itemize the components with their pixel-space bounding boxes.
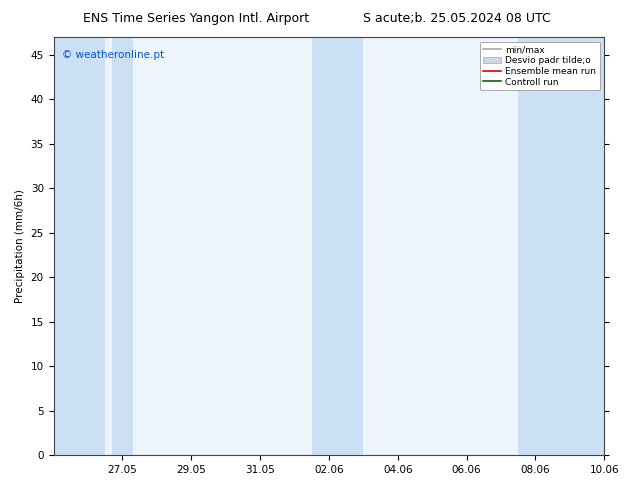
Text: ENS Time Series Yangon Intl. Airport: ENS Time Series Yangon Intl. Airport — [84, 12, 309, 25]
Bar — [312, 37, 363, 455]
Bar — [518, 37, 604, 455]
Bar — [112, 37, 133, 455]
Bar — [53, 37, 105, 455]
Y-axis label: Precipitation (mm/6h): Precipitation (mm/6h) — [15, 189, 25, 303]
Legend: min/max, Desvio padr tilde;o, Ensemble mean run, Controll run: min/max, Desvio padr tilde;o, Ensemble m… — [480, 42, 600, 90]
Text: S acute;b. 25.05.2024 08 UTC: S acute;b. 25.05.2024 08 UTC — [363, 12, 550, 25]
Text: © weatheronline.pt: © weatheronline.pt — [61, 49, 164, 60]
